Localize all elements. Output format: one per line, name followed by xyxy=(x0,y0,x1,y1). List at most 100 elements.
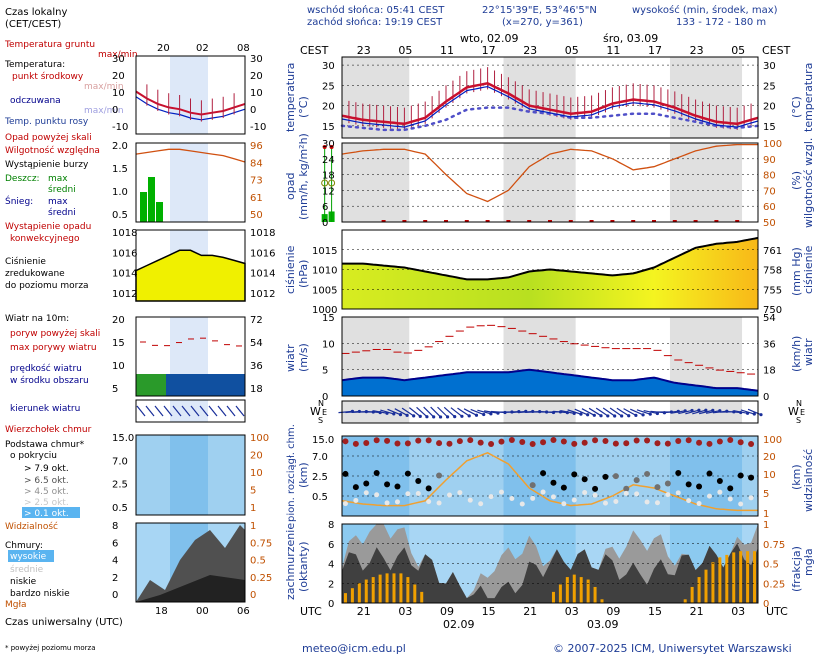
date2-label: 03.09 xyxy=(587,618,619,631)
fog-bar xyxy=(358,583,361,603)
cloud-top-dot xyxy=(696,440,702,446)
cloud-base-dot-low xyxy=(364,490,369,495)
mini-axis-right: 5 xyxy=(250,486,256,497)
mini-axis-left: 1014 xyxy=(112,269,137,280)
cloud-base-dot xyxy=(665,481,671,487)
fog-bar xyxy=(725,555,728,603)
cloud-base-dot xyxy=(363,481,369,487)
fog-bar xyxy=(698,577,701,603)
fog-bar xyxy=(594,587,597,603)
cloud-base-dot-low xyxy=(665,492,670,497)
footer-email[interactable]: meteo@icm.edu.pl xyxy=(302,642,406,655)
fog-bar xyxy=(552,592,555,603)
wind-arrow-head xyxy=(593,414,596,417)
cloud-base-dot-low xyxy=(416,491,421,496)
temp-unit-label-right: (°C) xyxy=(790,96,803,118)
cloud-base-dot xyxy=(561,485,567,491)
cloud-base-dot-low xyxy=(385,500,390,505)
wind-arrow-head xyxy=(432,415,435,418)
legend-gust-max: max porywy wiatru xyxy=(10,343,97,353)
wind-arrow-head xyxy=(649,413,652,416)
cloud-base-dot xyxy=(654,484,660,490)
mini-precip-bar xyxy=(156,202,163,222)
utc-tick-1: 18 xyxy=(155,606,168,617)
cloud-base-dot xyxy=(602,474,608,480)
legend-c-low: niskie xyxy=(10,577,37,587)
fog-bar xyxy=(566,577,569,603)
fog-axis-right: 0 xyxy=(763,599,769,610)
mini-axis-left: 1.0 xyxy=(112,187,128,198)
wind-arrow-head xyxy=(425,415,428,418)
press-axis-left: 1015 xyxy=(312,246,337,257)
bottom-tick: 15 xyxy=(482,605,496,618)
mini-axis-right: 20 xyxy=(250,451,263,462)
coords-text: 22°15'39"E, 53°46'5"N xyxy=(482,5,597,16)
bottom-tick: 21 xyxy=(690,605,704,618)
cl-axis-left: 8 xyxy=(328,520,334,531)
mini-axis-left: 0.5 xyxy=(112,210,128,221)
vis-axis-right: 20 xyxy=(763,452,776,463)
fog-bar xyxy=(718,557,721,603)
wind-arrow-head xyxy=(439,415,442,418)
legend-conv: Wystąpienie opadu xyxy=(5,222,91,232)
cloud-base-dot-low xyxy=(572,497,577,502)
cloud-base-dot-low xyxy=(343,501,348,506)
legend-precip-above: Opad powyżej skali xyxy=(5,133,92,143)
cloud-base-dot xyxy=(582,476,588,482)
cloud-base-dot-low xyxy=(738,501,743,506)
cloud-base-dot-low xyxy=(686,498,691,503)
cloud-top-dot xyxy=(623,440,629,446)
cloud-base-dot xyxy=(696,483,702,489)
mini-axis-left: 1012 xyxy=(112,289,137,300)
cb-axis-left: 2.5 xyxy=(312,472,328,483)
fog-bar xyxy=(684,599,687,603)
mini-axis-right: 84 xyxy=(250,158,263,169)
mini-axis-left: -10 xyxy=(112,122,128,133)
mini-axis-right: 36 xyxy=(250,361,263,372)
night-band xyxy=(670,143,742,222)
cloud-base-dot-low xyxy=(749,495,754,500)
cloud-top-dot xyxy=(530,441,536,447)
fog-bar xyxy=(705,570,708,603)
wind-arrow-head xyxy=(606,414,609,417)
mini-axis-left: 30 xyxy=(112,54,125,65)
top-tick: 23 xyxy=(523,44,537,57)
wind-kmh-axis: 18 xyxy=(763,366,776,377)
cloud-base-dot-low xyxy=(447,493,452,498)
cloud-top-dot xyxy=(519,439,525,445)
cloud-base-dot xyxy=(623,486,629,492)
cloud-top-dot xyxy=(561,438,567,444)
bottom-tick: 09 xyxy=(440,605,454,618)
compass-s: S xyxy=(796,416,801,425)
mini-night-band xyxy=(170,435,208,515)
mini-wind-area-green xyxy=(136,374,166,396)
cloud-base-dot-low xyxy=(457,490,462,495)
temp-axis-right: 25 xyxy=(763,81,776,92)
cloud-top-dot xyxy=(582,440,588,446)
cloud-base-dot-low xyxy=(499,490,504,495)
mini-axis-left: 4 xyxy=(112,556,118,567)
mini-night-band xyxy=(170,400,208,422)
bottom-tick: 09 xyxy=(606,605,620,618)
cloud-top-dot xyxy=(748,441,754,447)
cloud-top-dot xyxy=(488,441,494,447)
night-band-cb xyxy=(670,436,742,516)
cloud-top-dot xyxy=(478,440,484,446)
mini-axis-left: 7.0 xyxy=(112,456,128,467)
cloud-base-dot xyxy=(571,471,577,477)
wind-arrow xyxy=(610,408,622,416)
cloud-top-dot xyxy=(363,440,369,446)
fog-bar xyxy=(580,577,583,603)
bottom-tick: 03 xyxy=(398,605,412,618)
legend-snow-max: max xyxy=(48,197,68,207)
fog-bar xyxy=(379,575,382,603)
cloud-top-dot xyxy=(405,440,411,446)
fog-axis-right: 0.5 xyxy=(763,560,779,571)
top-tick: 23 xyxy=(690,44,704,57)
mini-axis-right: 18 xyxy=(250,384,263,395)
cloud-top-dot xyxy=(446,441,452,447)
cl-unit-label: (oktanty) xyxy=(297,541,310,592)
fog-bar xyxy=(739,551,742,603)
wind-arrow-head xyxy=(586,413,589,416)
